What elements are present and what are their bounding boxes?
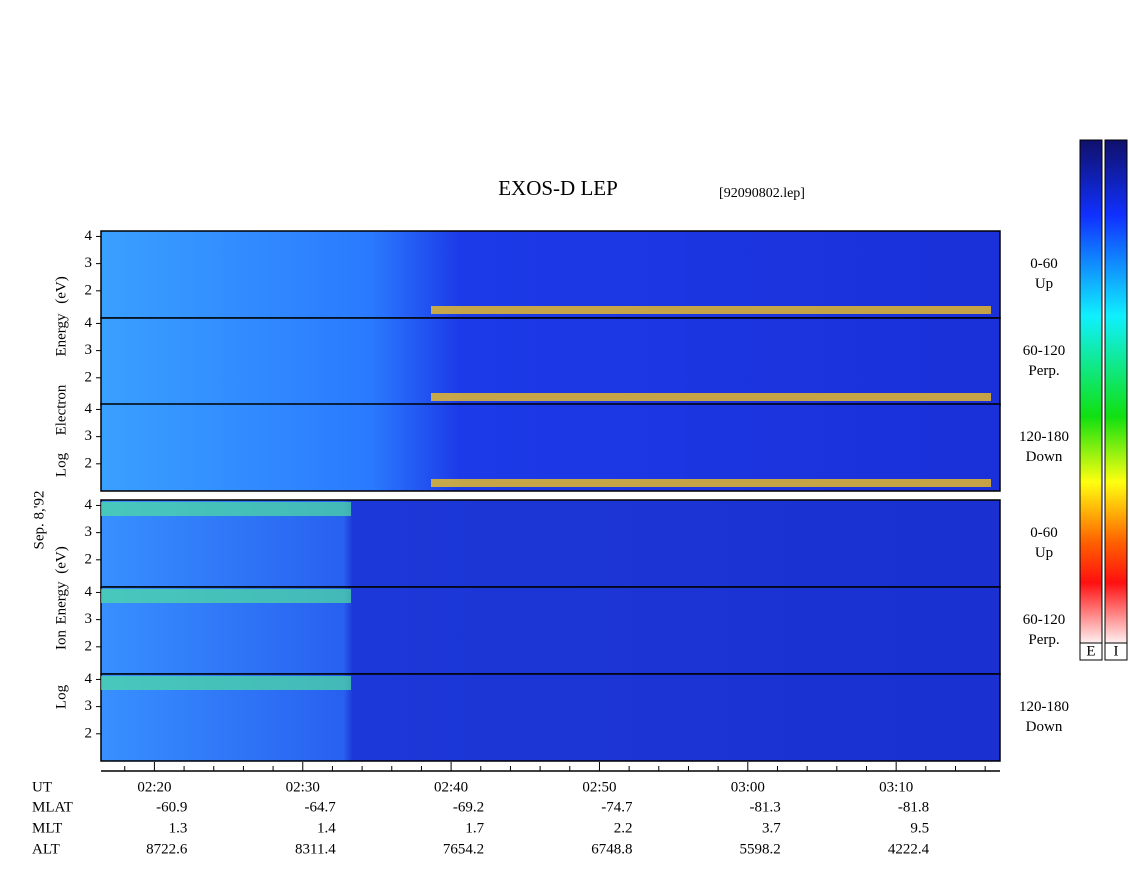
panel-label: 120-180 bbox=[1019, 699, 1069, 715]
panel-label: Up bbox=[1035, 545, 1053, 561]
panel-label: 60-120 bbox=[1023, 612, 1066, 628]
y-axis-label: Ion bbox=[53, 630, 69, 650]
colorbar bbox=[1104, 139, 1128, 644]
x-tick-label: 02:40 bbox=[434, 779, 468, 795]
ephemeris-value: 4222.4 bbox=[888, 841, 930, 857]
y-tick-label: 4 bbox=[85, 497, 93, 513]
spectrogram-panel bbox=[100, 230, 1001, 319]
ephemeris-label: MLT bbox=[32, 820, 62, 836]
y-tick-label: 2 bbox=[85, 551, 93, 567]
ephemeris-value: 8311.4 bbox=[295, 841, 336, 857]
panel-label: Down bbox=[1026, 719, 1063, 735]
y-tick-label: 4 bbox=[85, 228, 93, 244]
y-tick-label: 3 bbox=[85, 611, 93, 627]
panel-label: Perp. bbox=[1028, 363, 1059, 379]
ephemeris-value: -69.2 bbox=[453, 799, 484, 815]
date-label: Sep. 8,'92 bbox=[31, 491, 47, 550]
x-tick-label: 02:30 bbox=[286, 779, 320, 795]
file-name: [92090802.lep] bbox=[719, 186, 805, 201]
spectrogram-panel bbox=[100, 403, 1001, 492]
y-tick-label: 2 bbox=[85, 455, 93, 471]
spectrogram-band bbox=[101, 589, 351, 603]
x-tick-label: 03:10 bbox=[879, 779, 913, 795]
y-tick-label: 3 bbox=[85, 342, 93, 358]
y-tick-label: 3 bbox=[85, 428, 93, 444]
spectrogram-band bbox=[101, 502, 351, 516]
ephemeris-label: UT bbox=[32, 779, 52, 795]
y-tick-label: 4 bbox=[85, 584, 93, 600]
spectrogram-panel bbox=[100, 586, 1001, 675]
spectrogram-band bbox=[431, 479, 991, 487]
y-tick-label: 4 bbox=[85, 671, 93, 687]
panel-label: Perp. bbox=[1028, 632, 1059, 648]
y-tick-label: 2 bbox=[85, 638, 93, 654]
colorbar-label: I bbox=[1114, 643, 1119, 659]
spectrogram-band bbox=[431, 306, 991, 314]
x-tick-label: 03:00 bbox=[731, 779, 765, 795]
panel-label: 60-120 bbox=[1023, 343, 1066, 359]
y-tick-label: 4 bbox=[85, 401, 93, 417]
y-axis-label: (eV) bbox=[53, 276, 69, 303]
y-tick-label: 3 bbox=[85, 698, 93, 714]
ephemeris-value: -81.3 bbox=[750, 799, 781, 815]
ephemeris-value: 1.7 bbox=[465, 820, 484, 836]
colorbar bbox=[1079, 139, 1103, 644]
y-tick-label: 2 bbox=[85, 725, 93, 741]
colorbar-label: E bbox=[1086, 643, 1095, 659]
ephemeris-value: 8722.6 bbox=[146, 841, 188, 857]
ephemeris-value: 7654.2 bbox=[443, 841, 484, 857]
spectrogram-band bbox=[101, 676, 351, 690]
ephemeris-value: 1.3 bbox=[169, 820, 188, 836]
y-axis-label: Electron bbox=[53, 384, 69, 435]
y-tick-label: 2 bbox=[85, 369, 93, 385]
y-tick-label: 4 bbox=[85, 315, 93, 331]
colorbar-label-box bbox=[1079, 642, 1103, 661]
title: EXOS-D LEP bbox=[498, 176, 618, 200]
ephemeris-value: -81.8 bbox=[898, 799, 929, 815]
y-tick-label: 3 bbox=[85, 524, 93, 540]
spectrogram-panel bbox=[100, 317, 1001, 406]
x-tick-label: 02:20 bbox=[137, 779, 171, 795]
panel-label: 0-60 bbox=[1030, 525, 1058, 541]
colorbar-label-box bbox=[1104, 642, 1128, 661]
ephemeris-value: -60.9 bbox=[156, 799, 187, 815]
ephemeris-label: MLAT bbox=[32, 799, 73, 815]
ephemeris-value: 2.2 bbox=[614, 820, 633, 836]
panel-label: 120-180 bbox=[1019, 429, 1069, 445]
y-axis-label: Energy bbox=[53, 313, 69, 357]
ephemeris-value: 1.4 bbox=[317, 820, 336, 836]
ephemeris-value: -74.7 bbox=[601, 799, 633, 815]
ephemeris-value: 5598.2 bbox=[740, 841, 781, 857]
y-tick-label: 2 bbox=[85, 282, 93, 298]
panel-label: Down bbox=[1026, 449, 1063, 465]
y-tick-label: 3 bbox=[85, 255, 93, 271]
x-tick-label: 02:50 bbox=[582, 779, 616, 795]
panel-label: 0-60 bbox=[1030, 256, 1058, 272]
y-axis-label: Energy bbox=[53, 581, 69, 625]
y-axis-label: (eV) bbox=[53, 546, 69, 573]
y-axis-label: Log bbox=[53, 684, 69, 709]
panel-label: Up bbox=[1035, 276, 1053, 292]
ephemeris-label: ALT bbox=[32, 841, 60, 857]
ephemeris-value: 3.7 bbox=[762, 820, 781, 836]
spectrogram-band bbox=[431, 393, 991, 401]
ephemeris-value: 6748.8 bbox=[591, 841, 632, 857]
ephemeris-value: 9.5 bbox=[910, 820, 929, 836]
y-axis-label: Log bbox=[53, 452, 69, 477]
ephemeris-value: -64.7 bbox=[305, 799, 337, 815]
